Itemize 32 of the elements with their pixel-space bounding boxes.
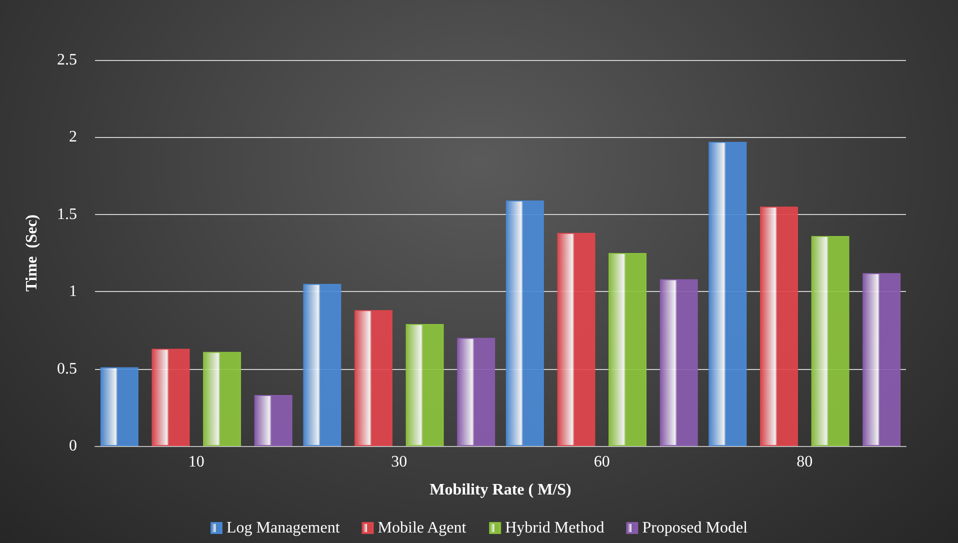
bar	[557, 232, 596, 446]
bar	[862, 273, 901, 446]
bar	[660, 279, 698, 446]
bar	[811, 236, 850, 446]
bar	[760, 206, 798, 446]
y-axis-title: Time (Sec)	[24, 214, 40, 292]
x-tick-label: 10	[188, 454, 204, 470]
y-tick-label: 0.5	[57, 360, 77, 378]
bar	[152, 348, 190, 446]
bar	[406, 324, 444, 446]
legend-label: Log Management	[226, 520, 340, 536]
y-tick-label: 1	[69, 283, 77, 300]
bar	[608, 253, 647, 446]
bar	[203, 352, 242, 446]
y-tick-label: 0	[69, 438, 77, 454]
bar	[708, 142, 747, 446]
bar	[506, 200, 544, 446]
bar	[354, 310, 392, 446]
y-tick-label: 2	[69, 128, 77, 146]
x-tick-label: 80	[796, 454, 813, 470]
x-axis-title: Mobility Rate ( M/S)	[430, 482, 572, 498]
y-tick-label: 1.5	[57, 206, 77, 223]
bar	[457, 338, 496, 446]
legend-label: Mobile Agent	[378, 520, 467, 536]
bar	[100, 367, 138, 446]
bar	[303, 284, 342, 446]
legend-label: Hybrid Method	[505, 520, 604, 536]
legend-label: Proposed Model	[642, 520, 748, 536]
x-tick-label: 30	[391, 454, 408, 470]
y-tick-label: 2.5	[57, 52, 77, 68]
bar	[254, 395, 292, 446]
x-tick-label: 60	[594, 454, 610, 470]
